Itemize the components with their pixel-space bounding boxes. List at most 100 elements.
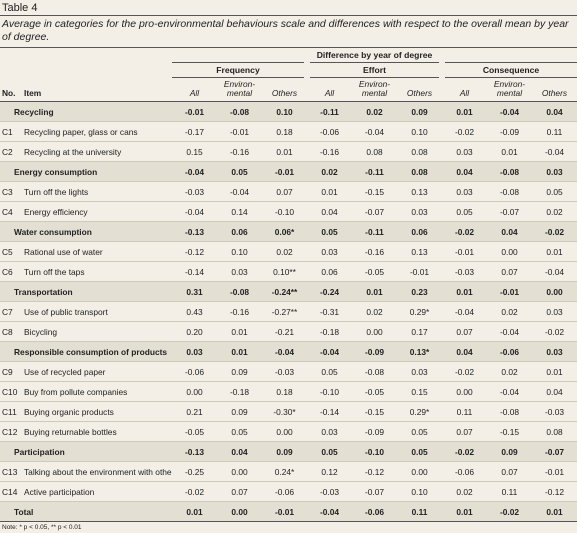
cell: 0.08	[352, 141, 397, 162]
cell: -0.04	[172, 161, 217, 182]
cell: 0.05	[442, 201, 487, 222]
cell: -0.08	[487, 181, 532, 202]
table-note: Note: * p < 0.05, ** p < 0.01	[2, 524, 82, 531]
item-row: C6 Turn off the taps -0.14 0.03 0.10** 0.06 -0…	[0, 261, 577, 282]
cell: -0.03	[442, 261, 487, 282]
cell: -0.03	[307, 481, 352, 502]
cell: -0.04	[217, 181, 262, 202]
cell: -0.04	[532, 141, 577, 162]
cell: 0.03	[532, 301, 577, 322]
cell: -0.10	[262, 201, 307, 222]
cell: -0.16	[217, 301, 262, 322]
cell: -0.16	[352, 241, 397, 262]
cell: -0.01	[262, 161, 307, 182]
cell: 0.07	[442, 321, 487, 342]
cell: -0.16	[307, 141, 352, 162]
row-item: Use of public transport	[22, 301, 172, 322]
cell: 0.00	[172, 381, 217, 402]
item-row: C4 Energy efficiency -0.04 0.14 -0.10 0.04 -0.…	[0, 201, 577, 222]
cell: 0.24*	[262, 461, 307, 482]
cell: 0.05	[307, 221, 352, 242]
cell: -0.06	[262, 481, 307, 502]
row-no: C10	[0, 381, 22, 402]
group-header: Frequency	[172, 62, 310, 78]
cell: 0.05	[397, 441, 442, 462]
cell: 0.29*	[397, 401, 442, 422]
cell: 0.03	[442, 141, 487, 162]
cell: 0.05	[307, 441, 352, 462]
cell: -0.03	[532, 401, 577, 422]
table: Difference by year of degree Frequency Ef…	[0, 48, 577, 522]
group-header: Consequence	[442, 62, 577, 78]
cell: -0.12	[352, 461, 397, 482]
cell: 0.00	[217, 461, 262, 482]
cell: 0.02	[352, 101, 397, 122]
row-no: C7	[0, 301, 22, 322]
cell: 0.00	[532, 281, 577, 302]
cell: 0.09	[217, 401, 262, 422]
row-no: C2	[0, 141, 22, 162]
cell: -0.06	[352, 501, 397, 522]
cell: -0.08	[217, 101, 262, 122]
category-row: Water consumption -0.13 0.06 0.06* 0.05 -0.11…	[0, 221, 577, 242]
row-no: C3	[0, 181, 22, 202]
cell: 0.05	[217, 421, 262, 442]
cell: -0.11	[307, 101, 352, 122]
cell: 0.01	[532, 501, 577, 522]
cell: -0.04	[487, 101, 532, 122]
cell: -0.04	[307, 501, 352, 522]
row-item: Rational use of water	[22, 241, 172, 262]
cell: 0.06	[397, 221, 442, 242]
cell: 0.06	[217, 221, 262, 242]
cell: 0.18	[262, 381, 307, 402]
cell: -0.10	[352, 441, 397, 462]
cell: 0.01	[217, 341, 262, 362]
cell: -0.10	[307, 381, 352, 402]
row-no: C6	[0, 261, 22, 282]
cell: 0.07	[442, 421, 487, 442]
cell: 0.00	[487, 241, 532, 262]
cell: -0.01	[532, 461, 577, 482]
cell: -0.02	[442, 121, 487, 142]
row-no: C5	[0, 241, 22, 262]
column-header: Others	[262, 77, 307, 102]
cell: -0.01	[397, 261, 442, 282]
cell: -0.12	[172, 241, 217, 262]
cell: 0.07	[487, 261, 532, 282]
cell: 0.11	[487, 481, 532, 502]
cell: 0.11	[532, 121, 577, 142]
cell: -0.07	[487, 201, 532, 222]
column-header: All	[442, 77, 487, 102]
cell: -0.04	[262, 341, 307, 362]
cell: 0.02	[352, 301, 397, 322]
cell: 0.09	[397, 101, 442, 122]
cell: 0.08	[397, 141, 442, 162]
item-row: C9 Use of recycled paper -0.06 0.09 -0.03 0.0…	[0, 361, 577, 382]
row-item: Turn off the taps	[22, 261, 172, 282]
item-row: C3 Turn off the lights -0.03 -0.04 0.07 0.01-…	[0, 181, 577, 202]
cell: -0.06	[487, 341, 532, 362]
cell: -0.08	[487, 401, 532, 422]
cell: 0.04	[442, 341, 487, 362]
cell: 0.01	[442, 281, 487, 302]
cell: 0.04	[217, 441, 262, 462]
cell: -0.14	[172, 261, 217, 282]
column-header: All	[307, 77, 352, 102]
cell: 0.31	[172, 281, 217, 302]
row-no: C11	[0, 401, 22, 422]
column-header: Environ-mental	[217, 77, 262, 102]
cell: 0.03	[397, 361, 442, 382]
cell: 0.01	[262, 141, 307, 162]
cell: -0.08	[487, 161, 532, 182]
item-row: C1 Recycling paper, glass or cans -0.17 -0.…	[0, 121, 577, 142]
cell: -0.09	[352, 341, 397, 362]
row-no: C1	[0, 121, 22, 142]
cell: -0.13	[172, 221, 217, 242]
cell: 0.03	[307, 421, 352, 442]
cell: 0.03	[442, 181, 487, 202]
row-item: Talking about the environment with other…	[22, 461, 172, 482]
row-no: C14	[0, 481, 22, 502]
cell: 0.08	[532, 421, 577, 442]
category-row: Recycling -0.01 -0.08 0.10 -0.11 0.02 0.09 0.01…	[0, 101, 577, 122]
